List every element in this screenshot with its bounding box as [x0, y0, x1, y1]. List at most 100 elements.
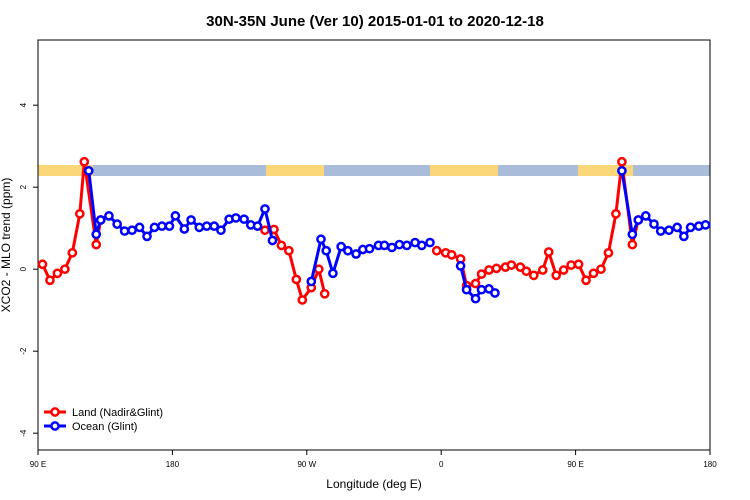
- data-point: [685, 222, 696, 233]
- data-point: [528, 270, 539, 281]
- data-point: [74, 208, 85, 219]
- data-point: [649, 219, 659, 229]
- data-point: [112, 219, 122, 229]
- data-point: [37, 259, 48, 270]
- y-tick-label: -4: [19, 429, 28, 437]
- data-point: [239, 214, 249, 225]
- data-point: [664, 225, 674, 236]
- x-tick-label: 180: [703, 460, 717, 469]
- data-point: [700, 220, 711, 230]
- y-tick-label: -2: [19, 347, 28, 355]
- data-point: [83, 165, 94, 176]
- land-band: [578, 165, 633, 176]
- data-point: [455, 261, 466, 271]
- ocean-band: [38, 165, 710, 176]
- data-point: [321, 245, 332, 256]
- data-point: [364, 243, 375, 254]
- legend-label: Land (Nadir&Glint): [72, 407, 163, 419]
- data-point: [201, 221, 212, 231]
- data-point: [617, 156, 627, 167]
- data-point: [134, 222, 145, 233]
- data-point: [216, 225, 226, 236]
- data-point: [252, 221, 263, 231]
- data-point: [617, 165, 627, 176]
- data-point: [231, 213, 241, 223]
- data-point: [537, 265, 548, 275]
- data-point: [640, 211, 651, 221]
- data-point: [672, 222, 682, 233]
- data-point: [543, 247, 554, 257]
- data-point: [291, 274, 302, 285]
- data-point: [170, 211, 181, 221]
- data-point: [316, 234, 326, 245]
- data-point: [284, 245, 294, 256]
- data-point: [52, 268, 63, 279]
- data-point: [588, 268, 599, 279]
- data-point: [260, 204, 270, 214]
- land-ocean-mask: [38, 165, 710, 176]
- data-point: [394, 239, 405, 250]
- data-point: [267, 235, 278, 246]
- data-point: [490, 288, 500, 298]
- data-point: [351, 249, 361, 259]
- data-point: [127, 225, 137, 236]
- data-point: [149, 222, 160, 233]
- data-point: [186, 215, 196, 225]
- y-tick-label: 4: [19, 102, 28, 107]
- data-point: [343, 245, 353, 256]
- land-band: [430, 165, 498, 176]
- x-tick-label: 90 E: [567, 460, 583, 469]
- data-point: [336, 241, 346, 252]
- y-tick-label: 2: [19, 184, 28, 189]
- legend: Land (Nadir&Glint) Ocean (Glint): [44, 407, 163, 433]
- data-point: [297, 295, 308, 305]
- x-tick-label: 90 W: [297, 460, 316, 469]
- data-point: [402, 240, 412, 251]
- data-point: [627, 229, 638, 240]
- data-point: [506, 260, 517, 270]
- data-point: [596, 264, 606, 275]
- data-point: [194, 222, 205, 233]
- chart-title: 30N-35N June (Ver 10) 2015-01-01 to 2020…: [206, 13, 544, 30]
- data-point: [431, 245, 442, 256]
- legend-label: Ocean (Glint): [72, 421, 137, 433]
- data-point: [655, 226, 666, 236]
- data-point: [611, 208, 621, 219]
- data-point: [416, 240, 427, 251]
- data-point: [67, 247, 78, 258]
- data-point: [470, 278, 481, 289]
- data-point: [164, 221, 175, 231]
- data-point: [379, 240, 390, 251]
- data-point: [573, 259, 584, 270]
- data-point: [387, 242, 397, 253]
- data-point: [633, 215, 644, 225]
- y-axis-label: XCO2 - MLO trend (ppm): [0, 178, 13, 313]
- data-point: [142, 231, 152, 242]
- x-tick-label: 90 E: [30, 460, 46, 469]
- x-tick-label: 180: [166, 460, 180, 469]
- data-point: [603, 247, 614, 258]
- data-point: [484, 265, 494, 275]
- data-point: [260, 225, 270, 236]
- data-point: [461, 284, 472, 295]
- land-band: [266, 165, 324, 176]
- land-band: [38, 165, 93, 176]
- data-point: [521, 266, 532, 277]
- data-point: [91, 239, 102, 250]
- data-point: [179, 224, 190, 234]
- data-point: [60, 264, 70, 275]
- data-point: [95, 215, 106, 225]
- data-point: [328, 268, 338, 279]
- data-point: [45, 275, 55, 286]
- data-point: [319, 288, 330, 299]
- y-tick-label: 0: [19, 266, 28, 271]
- data-point: [425, 237, 435, 248]
- x-axis-label: Longitude (deg E): [326, 477, 421, 491]
- data-point: [157, 221, 167, 231]
- plot-frame: [37, 39, 711, 451]
- data-point: [627, 239, 638, 250]
- legend-marker: [50, 407, 60, 417]
- data-point: [91, 229, 102, 240]
- data-point: [446, 249, 457, 260]
